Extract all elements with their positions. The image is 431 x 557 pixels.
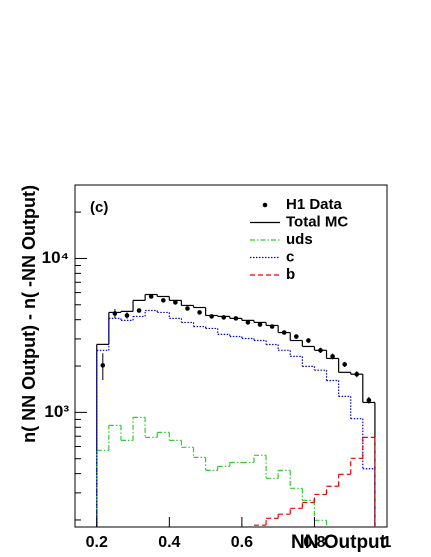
- data-point: [330, 354, 335, 359]
- x-tick-label: 0.8: [303, 534, 325, 551]
- data-point: [306, 338, 311, 343]
- data-point: [136, 308, 142, 313]
- legend-marker: [262, 202, 268, 208]
- data-point: [124, 313, 130, 318]
- data-point: [197, 310, 202, 315]
- data-point: [209, 314, 214, 319]
- legend-label: Total MC: [286, 213, 348, 230]
- x-tick-label: 0.2: [86, 534, 108, 551]
- data-point: [148, 294, 154, 299]
- data-point: [342, 362, 347, 367]
- data-point: [160, 298, 166, 303]
- data-point: [100, 363, 106, 368]
- data-point: [245, 320, 251, 325]
- data-point: [366, 397, 372, 403]
- y-tick-label: 10⁴: [42, 248, 69, 267]
- plot-area: [96, 293, 376, 527]
- data-point: [257, 322, 263, 327]
- x-axis-label: NN Output: [291, 532, 387, 553]
- data-point: [173, 300, 178, 305]
- x-tick-label: 1: [383, 534, 392, 551]
- legend-label: c: [286, 248, 294, 265]
- legend-label: uds: [286, 231, 313, 248]
- data-point: [221, 315, 227, 320]
- legend-label: H1 Data: [286, 196, 343, 213]
- x-tick-label: 0.6: [231, 534, 253, 551]
- y-axis-label: n( NN Output) - n( -NN Output): [19, 185, 39, 443]
- legend-label: b: [286, 266, 295, 283]
- x-tick-label: 0.4: [158, 534, 180, 551]
- data-point: [185, 306, 190, 311]
- data-point: [294, 334, 299, 339]
- annotation: (c): [90, 199, 108, 216]
- y-tick-label: 10³: [44, 402, 69, 421]
- plot-frame: [74, 184, 388, 528]
